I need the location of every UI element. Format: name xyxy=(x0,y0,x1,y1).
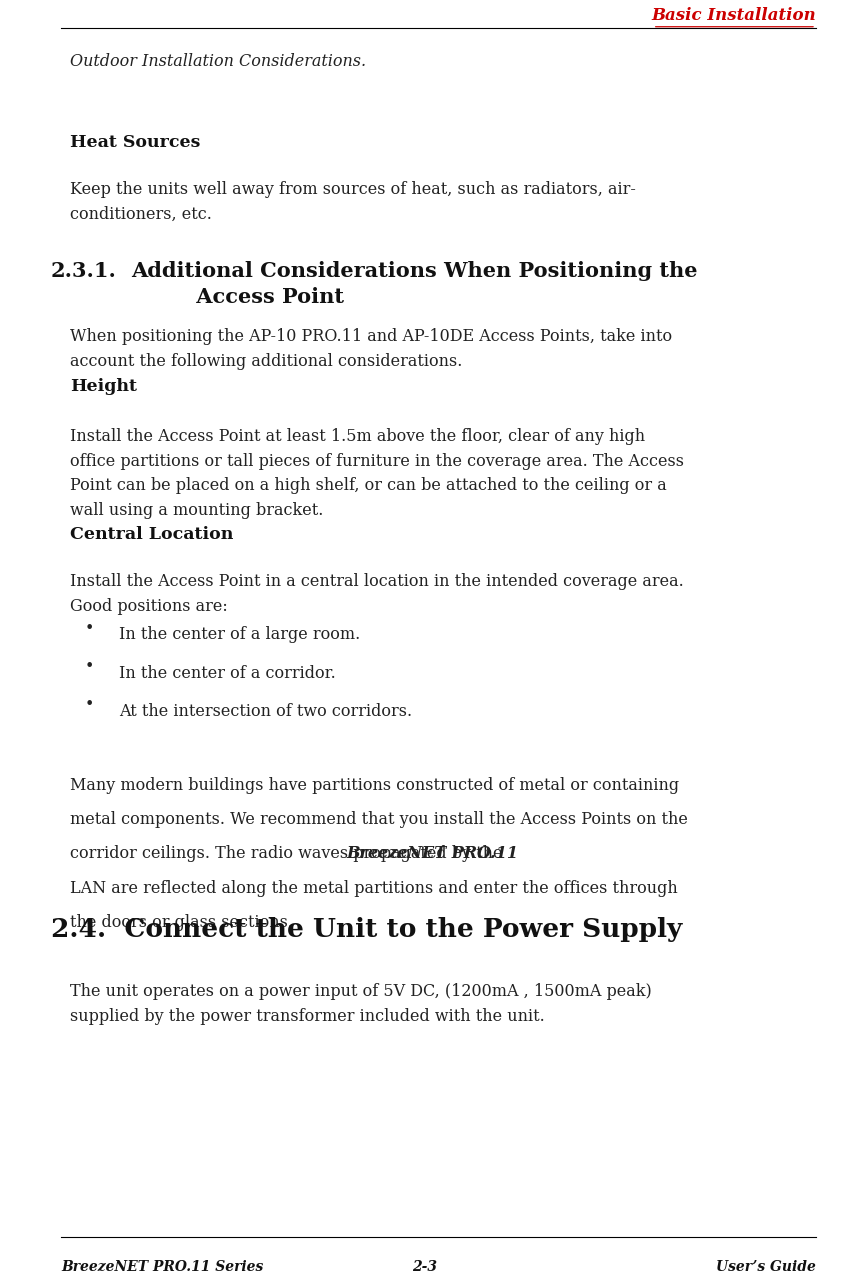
Text: •: • xyxy=(85,696,94,713)
Text: In the center of a corridor.: In the center of a corridor. xyxy=(119,665,336,681)
Text: At the intersection of two corridors.: At the intersection of two corridors. xyxy=(119,703,412,719)
Text: LAN are reflected along the metal partitions and enter the offices through: LAN are reflected along the metal partit… xyxy=(70,880,677,896)
Text: Outdoor Installation Considerations.: Outdoor Installation Considerations. xyxy=(70,53,365,70)
Text: Install the Access Point at least 1.5m above the floor, clear of any high
office: Install the Access Point at least 1.5m a… xyxy=(70,428,683,519)
Text: In the center of a large room.: In the center of a large room. xyxy=(119,626,360,643)
Text: 2-3: 2-3 xyxy=(412,1260,438,1273)
Text: Keep the units well away from sources of heat, such as radiators, air-
condition: Keep the units well away from sources of… xyxy=(70,181,636,223)
Text: •: • xyxy=(85,658,94,675)
Text: The unit operates on a power input of 5V DC, (1200mA , 1500mA peak)
supplied by : The unit operates on a power input of 5V… xyxy=(70,983,651,1025)
Text: Heat Sources: Heat Sources xyxy=(70,134,200,150)
Text: Many modern buildings have partitions constructed of metal or containing: Many modern buildings have partitions co… xyxy=(70,777,679,793)
Text: Additional Considerations When Positioning the
         Access Point: Additional Considerations When Positioni… xyxy=(131,261,697,307)
Text: Height: Height xyxy=(70,378,137,395)
Text: metal components. We recommend that you install the Access Points on the: metal components. We recommend that you … xyxy=(70,811,688,827)
Text: When positioning the AP-10 PRO.11 and AP-10DE Access Points, take into
account t: When positioning the AP-10 PRO.11 and AP… xyxy=(70,328,672,370)
Text: Central Location: Central Location xyxy=(70,526,233,542)
Text: corridor ceilings. The radio waves propagated by the: corridor ceilings. The radio waves propa… xyxy=(70,845,507,862)
Text: •: • xyxy=(85,620,94,636)
Text: BreezeNET PRO.11: BreezeNET PRO.11 xyxy=(347,845,518,862)
Text: Basic Installation: Basic Installation xyxy=(651,8,816,24)
Text: 2.4.  Connect the Unit to the Power Supply: 2.4. Connect the Unit to the Power Suppl… xyxy=(51,917,683,942)
Text: BreezeNET PRO.11 Series: BreezeNET PRO.11 Series xyxy=(61,1260,264,1273)
Text: the doors or glass sections.: the doors or glass sections. xyxy=(70,914,292,931)
Text: 2.3.1.: 2.3.1. xyxy=(51,261,116,281)
Text: Install the Access Point in a central location in the intended coverage area.
Go: Install the Access Point in a central lo… xyxy=(70,573,683,615)
Text: User’s Guide: User’s Guide xyxy=(716,1260,816,1273)
